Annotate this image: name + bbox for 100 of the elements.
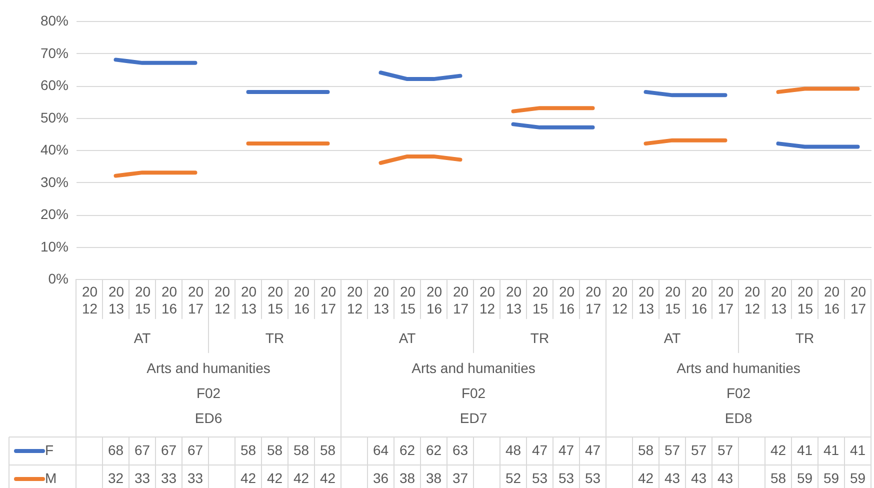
y-tick-label: 30%: [40, 174, 68, 190]
data-label: 42: [293, 470, 310, 486]
data-label: 58: [240, 442, 256, 458]
data-label: 59: [850, 470, 866, 486]
legend-label: M: [45, 470, 57, 486]
x-tick-label: 2012: [214, 284, 230, 316]
data-label: 38: [426, 470, 442, 486]
x-tick-label: 2013: [638, 284, 654, 316]
data-label: 59: [796, 470, 813, 486]
text: F02: [461, 385, 486, 401]
text: Arts and humanities: [676, 360, 800, 376]
data-label: 53: [584, 470, 601, 486]
data-label: 62: [426, 442, 442, 458]
data-label: 33: [160, 470, 177, 486]
data-label: 57: [664, 442, 680, 458]
x-tick-label: 2012: [346, 284, 363, 316]
x-tick-label: 2013: [240, 284, 257, 316]
data-label: 47: [558, 442, 574, 458]
x-tick-label: 2017: [585, 284, 602, 316]
x-tick-label: 2013: [770, 284, 787, 316]
data-label: 43: [690, 470, 707, 486]
x-tick-label: 2017: [850, 284, 866, 316]
y-tick-label: 20%: [40, 206, 68, 222]
text: TR: [530, 330, 550, 346]
data-label: 41: [796, 442, 813, 458]
data-label: 67: [134, 442, 150, 458]
data-label: 37: [452, 470, 468, 486]
data-label: 38: [399, 470, 416, 486]
x-tick-label: 2016: [161, 284, 178, 316]
x-tick-label: 2017: [718, 284, 734, 316]
data-label: 62: [399, 442, 416, 458]
x-tick-label: 2016: [691, 284, 708, 316]
data-label: 58: [770, 470, 786, 486]
data-label: 43: [717, 470, 734, 486]
data-label: 63: [452, 442, 468, 458]
data-label: 43: [664, 470, 680, 486]
text: TR: [265, 330, 284, 346]
data-label: 42: [770, 442, 786, 458]
data-label: 33: [187, 470, 204, 486]
x-tick-label: 2017: [188, 284, 204, 316]
data-label: 58: [320, 442, 336, 458]
data-label: 67: [160, 442, 177, 458]
text: ED8: [724, 410, 752, 426]
data-label: 48: [505, 442, 522, 458]
text: AT: [134, 330, 152, 346]
legend-label: F: [45, 442, 54, 458]
data-label: 47: [584, 442, 601, 458]
x-tick-label: 2015: [267, 284, 284, 316]
x-tick-label: 2015: [797, 284, 814, 316]
data-label: 42: [240, 470, 256, 486]
data-label: 57: [717, 442, 734, 458]
data-label: 36: [372, 470, 389, 486]
x-tick-label: 2016: [824, 284, 840, 316]
x-tick-label: 2017: [320, 284, 336, 316]
data-label: 67: [187, 442, 204, 458]
text: AT: [398, 330, 416, 346]
text: Arts and humanities: [412, 360, 536, 376]
y-tick-label: 60%: [40, 77, 68, 93]
data-label: 47: [532, 442, 548, 458]
text: F02: [196, 385, 221, 401]
y-tick-label: 10%: [40, 238, 68, 254]
data-label: 64: [372, 442, 389, 458]
x-tick-label: 2012: [82, 284, 98, 316]
data-label: 32: [108, 470, 124, 486]
data-label: 33: [134, 470, 150, 486]
text: Arts and humanities: [146, 360, 270, 376]
data-label: 58: [638, 442, 654, 458]
y-tick-label: 0%: [48, 270, 68, 286]
text: F02: [726, 385, 751, 401]
y-tick-label: 40%: [40, 142, 68, 158]
text: ED6: [194, 410, 222, 426]
x-tick-label: 2016: [294, 284, 310, 316]
x-tick-label: 2015: [134, 284, 151, 316]
data-label: 42: [320, 470, 336, 486]
text: AT: [664, 330, 682, 346]
text: ED7: [460, 410, 488, 426]
data-label: 59: [823, 470, 840, 486]
x-tick-label: 2016: [558, 284, 575, 316]
x-tick-label: 2015: [400, 284, 416, 316]
data-label: 41: [823, 442, 840, 458]
data-label: 68: [108, 442, 124, 458]
x-tick-label: 2012: [479, 284, 496, 316]
data-label: 52: [505, 470, 522, 486]
y-tick-label: 50%: [40, 109, 68, 126]
x-tick-label: 2017: [452, 284, 469, 316]
data-label: 42: [266, 470, 283, 486]
data-label: 58: [293, 442, 310, 458]
data-label: 41: [850, 442, 866, 458]
data-label: 53: [532, 470, 548, 486]
x-tick-label: 2013: [108, 284, 124, 316]
data-label: 53: [558, 470, 574, 486]
x-tick-label: 2013: [506, 284, 522, 316]
x-tick-label: 2015: [532, 284, 548, 316]
y-tick-label: 70%: [40, 44, 68, 61]
x-tick-label: 2015: [664, 284, 681, 316]
x-tick-label: 2016: [426, 284, 442, 316]
x-tick-label: 2012: [612, 284, 628, 316]
x-tick-label: 2012: [744, 284, 760, 316]
text: TR: [795, 330, 814, 346]
x-tick-label: 2013: [373, 284, 390, 316]
